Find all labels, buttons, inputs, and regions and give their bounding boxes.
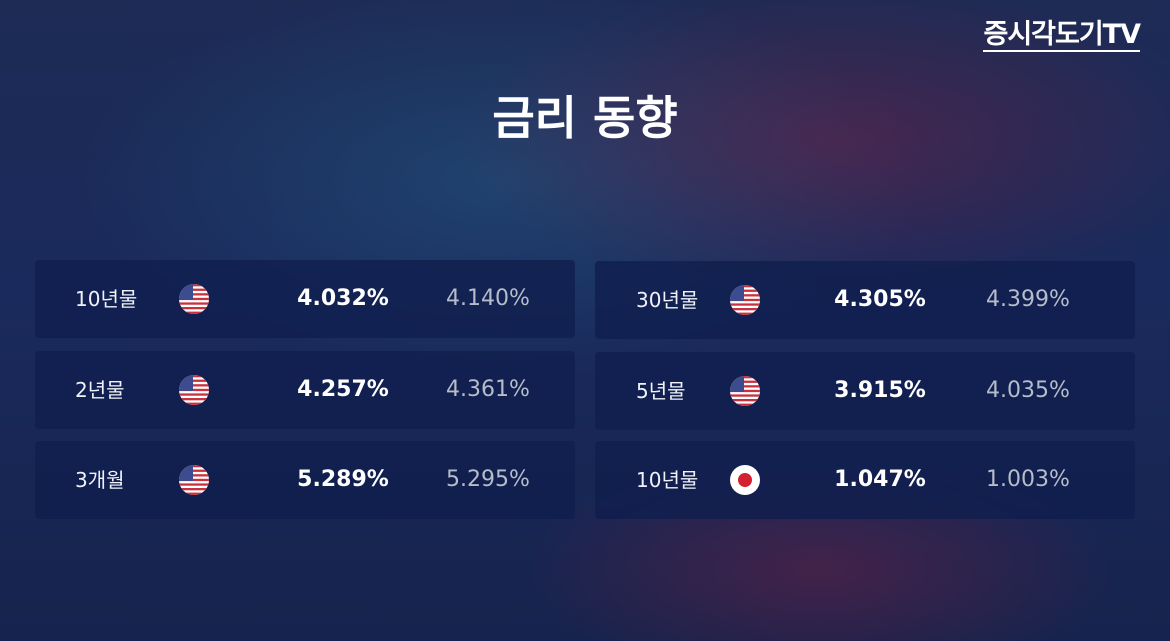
term: 10년물 bbox=[636, 468, 699, 492]
previous-rate: 4.361% bbox=[446, 377, 530, 402]
previous-rate: 4.035% bbox=[986, 378, 1070, 403]
flag-jp bbox=[730, 465, 760, 495]
current-rate: 4.305% bbox=[834, 287, 926, 312]
current-rate: 5.289% bbox=[297, 467, 389, 492]
term: 3개월 bbox=[75, 468, 125, 492]
rate-row: 3개월 5.289% 5.295% bbox=[35, 441, 575, 519]
term: 5년물 bbox=[636, 379, 686, 403]
rate-row: 2년물 4.257% 4.361% bbox=[35, 351, 575, 429]
current-rate: 4.032% bbox=[297, 286, 389, 311]
flag-us bbox=[730, 376, 760, 406]
current-rate: 1.047% bbox=[834, 467, 926, 492]
rate-row: 10년물 4.032% 4.140% bbox=[35, 260, 575, 338]
previous-rate: 1.003% bbox=[986, 467, 1070, 492]
previous-rate: 4.140% bbox=[446, 286, 530, 311]
previous-rate: 4.399% bbox=[986, 287, 1070, 312]
logo: 증시각도기TV bbox=[983, 19, 1141, 52]
flag-us bbox=[179, 375, 209, 405]
term: 10년물 bbox=[75, 287, 138, 311]
rate-row: 5년물 3.915% 4.035% bbox=[595, 352, 1135, 430]
term: 2년물 bbox=[75, 378, 125, 402]
previous-rate: 5.295% bbox=[446, 467, 530, 492]
current-rate: 4.257% bbox=[297, 377, 389, 402]
rate-row: 10년물 1.047% 1.003% bbox=[595, 441, 1135, 519]
term: 30년물 bbox=[636, 288, 699, 312]
flag-us bbox=[179, 284, 209, 314]
title: 금리 동향 bbox=[492, 91, 678, 145]
flag-us bbox=[179, 465, 209, 495]
flag-us bbox=[730, 285, 760, 315]
current-rate: 3.915% bbox=[834, 378, 926, 403]
rate-row: 30년물 4.305% 4.399% bbox=[595, 261, 1135, 339]
